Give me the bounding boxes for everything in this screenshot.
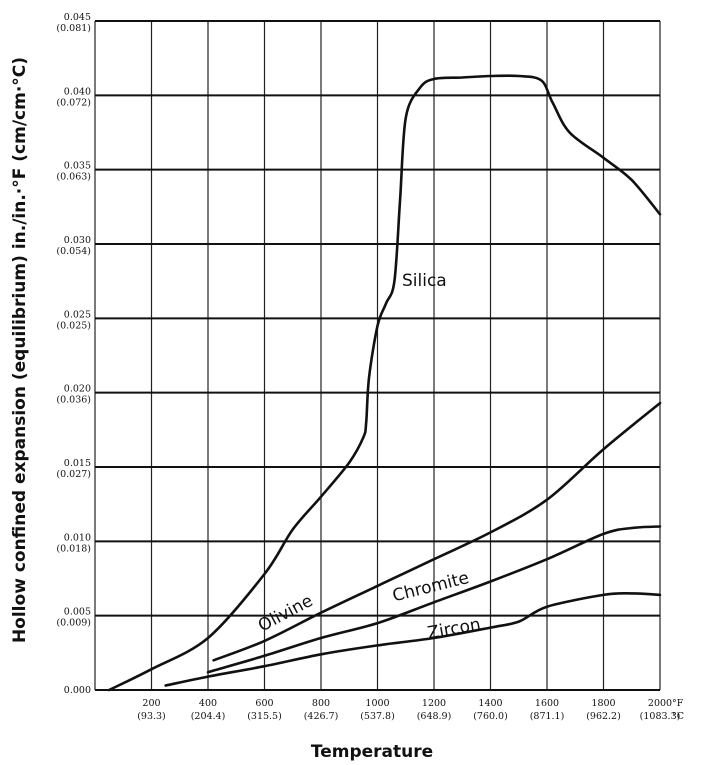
- series-label-silica: Silica: [402, 271, 447, 291]
- x-tick-label: 2000: [648, 698, 672, 709]
- x-tick-label-metric: (426.7): [304, 711, 339, 722]
- series-line-silica: [107, 74, 662, 692]
- x-tick-label: 800: [312, 698, 330, 709]
- y-tick-label-metric: (0.018): [56, 543, 91, 554]
- y-tick-label: 0.010: [64, 532, 91, 543]
- y-tick-label-metric: (0.027): [56, 469, 91, 480]
- series-line-chromite: [206, 525, 662, 674]
- y-tick-label: 0.015: [64, 458, 91, 469]
- y-tick-label-metric: (0.063): [56, 172, 91, 183]
- x-unit-celsius: °C: [672, 711, 684, 722]
- y-tick-label-metric: (0.054): [56, 246, 91, 257]
- x-tick-label-metric: (537.8): [360, 711, 395, 722]
- x-unit-fahrenheit: °F: [672, 698, 684, 709]
- y-axis-title: Hollow confined expansion (equilibrium) …: [10, 57, 30, 643]
- x-axis-title: Temperature: [311, 742, 433, 762]
- series-line-olivine: [212, 401, 662, 662]
- y-tick-label: 0.000: [64, 685, 91, 696]
- horizontal-gridlines: [95, 20, 660, 691]
- y-tick-label-metric: (0.009): [56, 618, 91, 629]
- y-tick-label-metric: (0.072): [56, 97, 91, 108]
- x-tick-label-metric: (315.5): [247, 711, 282, 722]
- x-tick-label: 1200: [422, 698, 446, 709]
- y-tick-label: 0.045: [64, 12, 91, 23]
- x-tick-label-metric: (1083.3): [640, 711, 681, 722]
- x-tick-label-metric: (962.2): [586, 711, 621, 722]
- y-tick-label: 0.035: [64, 161, 91, 172]
- y-tick-labels: 0.000 0.005(0.009) 0.010(0.018) 0.015(0.027…: [56, 12, 91, 696]
- x-tick-label: 600: [255, 698, 273, 709]
- x-tick-label-metric: (93.3): [137, 711, 166, 722]
- x-tick-label: 1800: [591, 698, 615, 709]
- vertical-gridlines: [94, 21, 661, 690]
- y-tick-label-metric: (0.081): [56, 23, 91, 34]
- y-tick-label: 0.005: [64, 607, 91, 618]
- series-line-zircon: [164, 591, 662, 687]
- y-tick-label: 0.025: [64, 309, 91, 320]
- x-tick-label-metric: (871.1): [530, 711, 565, 722]
- x-tick-label-metric: (648.9): [417, 711, 452, 722]
- y-tick-label: 0.030: [64, 235, 91, 246]
- y-tick-label: 0.040: [64, 86, 91, 97]
- x-tick-label: 1400: [478, 698, 502, 709]
- y-tick-label: 0.020: [64, 384, 91, 395]
- x-tick-label-metric: (760.0): [473, 711, 508, 722]
- series-lines: [107, 74, 662, 692]
- y-tick-label-metric: (0.025): [56, 320, 91, 331]
- y-tick-label-metric: (0.036): [56, 395, 91, 406]
- x-tick-label: 1000: [365, 698, 389, 709]
- x-tick-label: 1600: [535, 698, 559, 709]
- x-tick-label: 200: [142, 698, 160, 709]
- x-tick-labels: 200 (93.3) 400 (204.4) 600 (315.5) 800 (426.7) 1…: [137, 698, 680, 722]
- x-tick-label: 400: [199, 698, 217, 709]
- x-tick-label-metric: (204.4): [191, 711, 226, 722]
